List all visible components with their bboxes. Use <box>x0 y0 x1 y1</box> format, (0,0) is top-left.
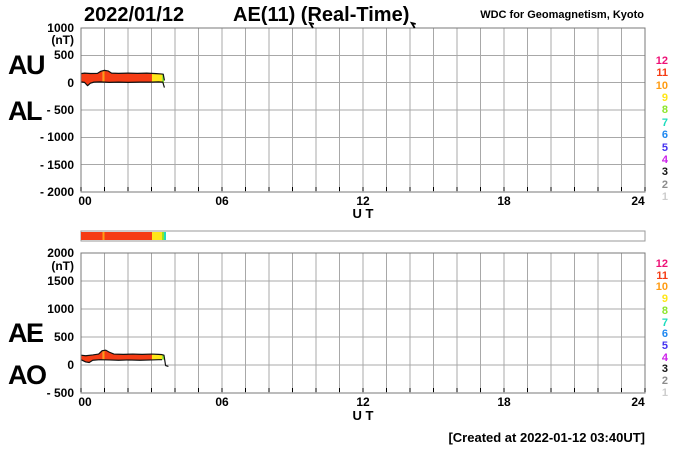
legend-station-count: 12 <box>655 55 668 67</box>
legend-station-count: 7 <box>661 316 668 329</box>
plot-title: AE(11) (Real-Time) <box>233 4 410 26</box>
y-tick-label: - 2000 <box>39 185 74 199</box>
legend-station-count: 11 <box>656 269 668 282</box>
legend-station-count: 6 <box>661 129 668 142</box>
x-tick-label: 00 <box>78 194 92 208</box>
legend-station-count: 10 <box>655 281 668 294</box>
x-tick-label: 18 <box>497 194 511 208</box>
label-au: AU <box>8 50 46 80</box>
y-tick-label: 500 <box>53 48 74 63</box>
legend-station-count: 4 <box>661 153 668 166</box>
y-tick-label: - 500 <box>46 386 74 400</box>
y-tick-label: 1500 <box>47 274 74 288</box>
label-al: AL <box>8 96 43 126</box>
legend-station-count: 6 <box>661 328 668 341</box>
y-tick-label: 0 <box>67 75 74 90</box>
legend-station-count: 2 <box>661 375 668 387</box>
y-tick-label: 0 <box>67 358 74 372</box>
legend-station-count: 11 <box>656 67 668 80</box>
created-timestamp: [Created at 2022-01-12 03:40UT] <box>448 430 645 445</box>
legend-station-count: 10 <box>655 79 668 92</box>
x-tick-label: 24 <box>631 395 645 409</box>
legend-station-count: 5 <box>661 339 668 352</box>
y-tick-label: 1000 <box>47 21 74 35</box>
y-tick-label: 1000 <box>47 302 74 316</box>
unit-label-bottom: (nT) <box>51 259 74 273</box>
legend-station-count: 3 <box>661 166 668 179</box>
y-tick-label: 500 <box>53 330 74 344</box>
legend-station-count: 8 <box>661 104 668 117</box>
organization-label: WDC for Geomagnetism, Kyoto <box>480 9 644 21</box>
x-tick-label: 24 <box>631 194 645 208</box>
legend-station-count: 9 <box>661 92 668 105</box>
legend-station-count: 12 <box>655 258 668 270</box>
legend-station-count: 4 <box>661 351 668 364</box>
y-tick-label: - 500 <box>46 103 74 117</box>
y-tick-label: 2000 <box>47 246 74 260</box>
label-ao: AO <box>8 360 47 390</box>
legend-station-count: 5 <box>661 141 668 154</box>
y-tick-label: - 1500 <box>39 157 74 172</box>
x-tick-label: 12 <box>356 194 370 208</box>
x-tick-label: 18 <box>497 395 511 409</box>
legend-station-count: 9 <box>661 293 668 306</box>
xaxis-label-top: U T <box>352 206 374 221</box>
x-tick-label: 12 <box>356 395 370 409</box>
plot-date: 2022/01/12 <box>84 4 185 26</box>
legend-station-count: 7 <box>661 116 668 129</box>
legend-station-count: 3 <box>661 363 668 376</box>
y-tick-label: - 1000 <box>39 130 74 145</box>
x-tick-label: 00 <box>78 395 92 409</box>
legend-station-count: 2 <box>661 178 668 191</box>
label-ae: AE <box>8 318 44 348</box>
legend-station-count: 1 <box>661 190 668 203</box>
unit-label-top: (nT) <box>51 33 74 47</box>
legend-station-count: 8 <box>661 304 668 317</box>
xaxis-label-bottom: U T <box>352 408 374 423</box>
x-tick-label: 06 <box>215 395 229 409</box>
x-tick-label: 06 <box>215 194 229 208</box>
legend-station-count: 1 <box>661 386 668 399</box>
